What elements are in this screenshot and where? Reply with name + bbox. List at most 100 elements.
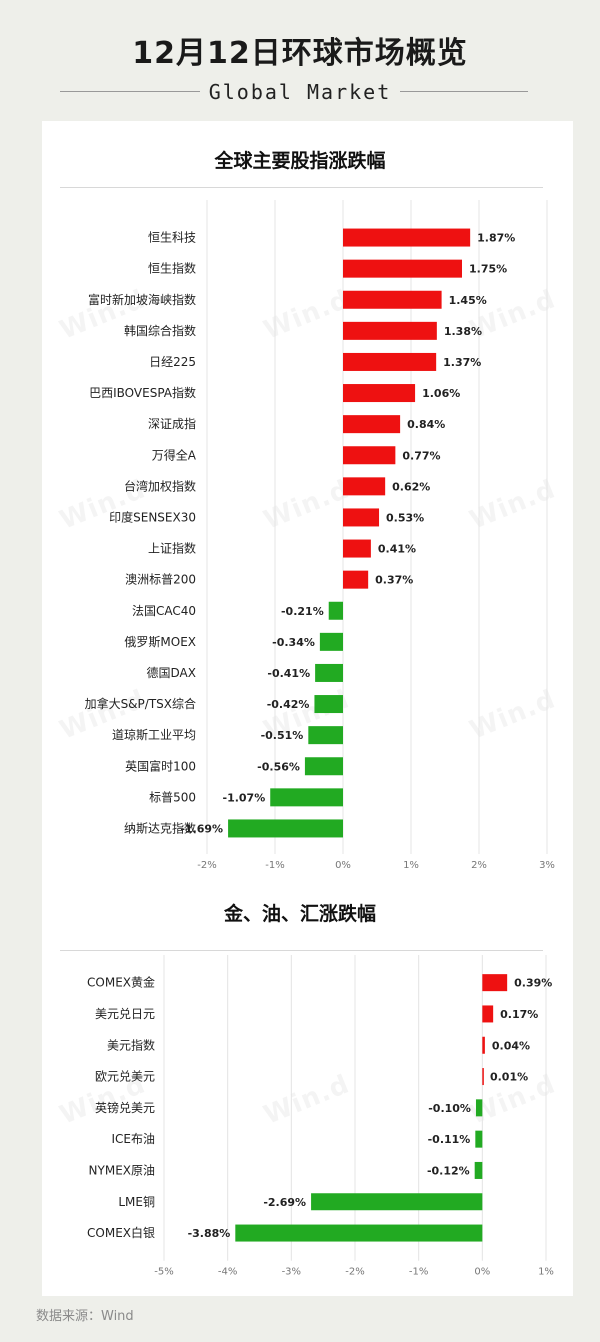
- category-label: 巴西IBOVESPA指数: [89, 385, 196, 400]
- category-label: ICE布油: [111, 1132, 155, 1146]
- value-label: 0.17%: [500, 1008, 538, 1021]
- value-label: 0.37%: [375, 574, 413, 587]
- page-title: 12月12日环球市场概览: [132, 36, 468, 71]
- value-label: -1.69%: [180, 822, 223, 835]
- category-label: 纳斯达克指数: [124, 820, 196, 835]
- commodities-section-rule: [60, 950, 543, 951]
- value-label: -0.10%: [428, 1102, 471, 1115]
- bar: [482, 1036, 485, 1054]
- bar: [314, 695, 343, 714]
- category-label: LME铜: [118, 1194, 155, 1209]
- tick-label: 1%: [538, 1267, 554, 1278]
- bar: [235, 1224, 483, 1242]
- category-label: 英国富时100: [125, 758, 196, 773]
- value-label: 1.38%: [444, 325, 482, 338]
- bar: [343, 570, 369, 589]
- value-label: 1.37%: [443, 356, 481, 369]
- category-label: 德国DAX: [147, 665, 196, 680]
- subtitle-rule-left: [60, 91, 200, 92]
- value-label: 1.06%: [422, 387, 460, 400]
- tick-label: -4%: [218, 1267, 237, 1278]
- bar: [343, 321, 437, 340]
- bar: [319, 632, 343, 651]
- category-label: NYMEX原油: [89, 1163, 155, 1177]
- bar: [343, 259, 462, 278]
- bar: [311, 1193, 483, 1211]
- value-label: -0.21%: [281, 605, 324, 618]
- bar: [304, 757, 343, 776]
- category-label: 欧元兑美元: [95, 1070, 155, 1084]
- category-label: 万得全A: [152, 447, 197, 462]
- category-label: 恒生指数: [148, 261, 196, 276]
- bar: [343, 508, 380, 527]
- value-label: -0.42%: [267, 698, 310, 711]
- tick-label: 2%: [471, 860, 487, 871]
- value-label: -1.07%: [223, 791, 266, 804]
- bar: [343, 539, 371, 558]
- value-label: 1.75%: [469, 263, 507, 276]
- page-header: 12月12日环球市场概览 Global Market: [0, 0, 600, 120]
- value-label: -0.51%: [261, 729, 304, 742]
- category-label: 印度SENSEX30: [109, 509, 196, 524]
- commodities-section-title: 金、油、汇涨跌幅: [223, 903, 376, 925]
- tick-label: -2%: [345, 1267, 364, 1278]
- stock-index-chart: -2% -1% 0% 1% 2% 3% 恒生科技 1.87% 恒生指数 1.75% 富时新加坡海峡指…: [85, 200, 555, 871]
- value-label: -0.56%: [257, 760, 300, 773]
- tick-label: -1%: [265, 860, 284, 871]
- category-label: 道琼斯工业平均: [112, 727, 196, 742]
- bar: [475, 1099, 483, 1117]
- category-label: COMEX黄金: [87, 975, 155, 990]
- category-label: 恒生科技: [148, 231, 196, 245]
- value-label: 1.87%: [477, 232, 515, 245]
- category-label: 美元兑日元: [95, 1007, 155, 1021]
- data-source: 数据来源：Wind: [36, 1309, 134, 1324]
- category-label: 法国CAC40: [132, 604, 196, 618]
- tick-label: -3%: [282, 1267, 301, 1278]
- value-label: -0.41%: [267, 667, 310, 680]
- tick-label: 0%: [335, 860, 351, 871]
- bar: [475, 1130, 483, 1148]
- bar: [343, 446, 396, 465]
- category-label: 上证指数: [148, 541, 196, 556]
- value-label: -3.88%: [188, 1227, 231, 1240]
- chart-card: [42, 121, 573, 1296]
- bar: [270, 788, 343, 807]
- bar: [482, 1005, 494, 1023]
- bar: [228, 819, 343, 838]
- tick-label: -2%: [197, 860, 216, 871]
- value-label: 0.39%: [514, 977, 552, 990]
- category-label: 加拿大S&P/TSX综合: [85, 696, 196, 711]
- tick-label: 3%: [539, 860, 555, 871]
- category-label: 澳洲标普200: [125, 573, 196, 587]
- bar: [474, 1161, 483, 1179]
- category-label: 台湾加权指数: [124, 478, 196, 493]
- value-label: 0.41%: [378, 543, 416, 556]
- category-label: 俄罗斯MOEX: [124, 635, 196, 649]
- bar: [308, 726, 343, 745]
- bar: [343, 477, 386, 496]
- category-label: 深证成指: [148, 416, 196, 431]
- value-label: 0.04%: [492, 1039, 530, 1052]
- bar: [343, 352, 437, 371]
- bar: [482, 1068, 484, 1086]
- category-label: 标普500: [149, 790, 196, 804]
- category-label: 富时新加坡海峡指数: [88, 292, 196, 307]
- commodities-fx-chart: -5% -4% -3% -2% -1% 0% 1% COMEX黄金 0.39% 美元兑日元 0.17…: [87, 955, 554, 1278]
- bar: [328, 601, 343, 620]
- value-label: 0.53%: [386, 511, 424, 524]
- value-label: -0.34%: [272, 636, 315, 649]
- bar: [343, 415, 401, 434]
- bar: [343, 384, 416, 403]
- tick-label: -5%: [154, 1267, 173, 1278]
- value-label: -0.11%: [428, 1133, 471, 1146]
- subtitle-rule-right: [400, 91, 528, 92]
- tick-label: -1%: [409, 1267, 428, 1278]
- stocks-section-title: 全球主要股指涨跌幅: [214, 150, 386, 172]
- value-label: 1.45%: [449, 294, 487, 307]
- page-subtitle: Global Market: [208, 80, 392, 104]
- value-label: -2.69%: [263, 1196, 306, 1209]
- value-label: 0.01%: [490, 1071, 528, 1084]
- bar: [315, 663, 343, 682]
- bar: [343, 290, 442, 309]
- category-label: 日经225: [149, 355, 196, 369]
